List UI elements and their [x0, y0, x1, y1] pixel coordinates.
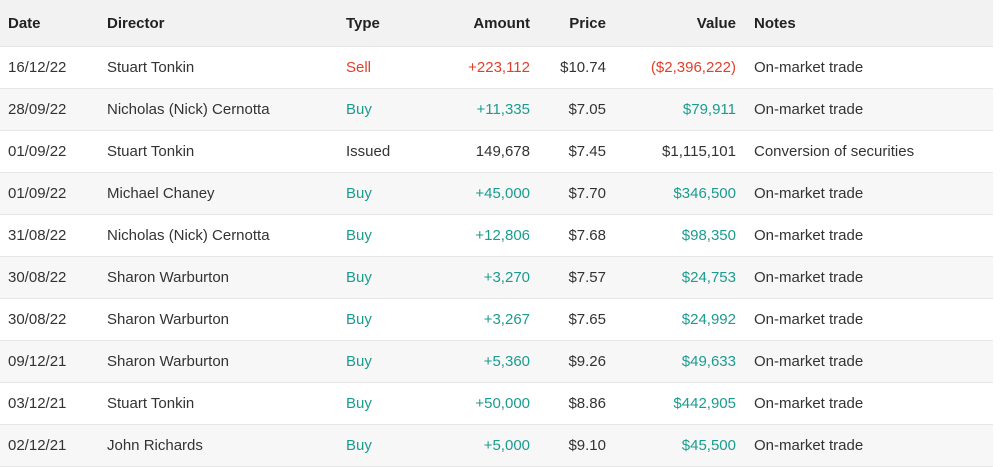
value-cell: $45,500: [681, 437, 736, 454]
table-row: 30/08/22 Sharon Warburton Buy +3,267 $7.65 $2…: [0, 299, 993, 341]
price-cell: $7.65: [568, 311, 606, 328]
amount-cell: +11,335: [476, 101, 530, 118]
director-cell: Sharon Warburton: [107, 353, 230, 370]
amount-cell: +3,267: [483, 311, 530, 328]
value-cell: ($2,396,222): [650, 59, 736, 76]
table-row: 31/08/22 Nicholas (Nick) Cernotta Buy +12,8…: [0, 215, 993, 257]
table-row: 01/09/22 Michael Chaney Buy +45,000 $7.70 $34…: [0, 173, 993, 215]
date-cell: 28/09/22: [8, 101, 67, 118]
price-cell: $7.05: [568, 101, 606, 118]
notes-cell: On-market trade: [754, 227, 864, 244]
value-cell: $346,500: [673, 185, 736, 202]
price-cell: $7.70: [568, 185, 606, 202]
type-cell: Buy: [346, 437, 372, 454]
director-cell: Michael Chaney: [107, 185, 215, 202]
table-row: 02/12/21 John Richards Buy +5,000 $9.10 $45,5…: [0, 425, 993, 467]
amount-cell: +5,360: [483, 353, 530, 370]
value-cell: $442,905: [673, 395, 736, 412]
amount-cell: +5,000: [483, 437, 530, 454]
director-cell: Nicholas (Nick) Cernotta: [107, 101, 270, 118]
table-row: 30/08/22 Sharon Warburton Buy +3,270 $7.57 $2…: [0, 257, 993, 299]
type-cell: Sell: [346, 59, 372, 76]
type-cell: Buy: [346, 395, 372, 412]
date-cell: 30/08/22: [8, 269, 67, 286]
amount-cell: +45,000: [475, 185, 530, 202]
director-cell: Nicholas (Nick) Cernotta: [107, 227, 270, 244]
notes-cell: On-market trade: [754, 59, 864, 76]
director-cell: Stuart Tonkin: [107, 59, 195, 76]
amount-cell: +223,112: [468, 59, 530, 76]
table-row: 28/09/22 Nicholas (Nick) Cernotta Buy +11,3…: [0, 89, 993, 131]
type-cell: Issued: [346, 143, 391, 160]
price-cell: $7.57: [568, 269, 606, 286]
amount-cell: +12,806: [475, 227, 530, 244]
notes-cell: On-market trade: [754, 269, 864, 286]
type-cell: Buy: [346, 353, 372, 370]
price-cell: $9.26: [568, 353, 606, 370]
date-cell: 31/08/22: [8, 227, 67, 244]
date-cell: 02/12/21: [8, 437, 67, 454]
notes-cell: On-market trade: [754, 353, 864, 370]
director-cell: Stuart Tonkin: [107, 395, 195, 412]
notes-cell: On-market trade: [754, 185, 864, 202]
amount-cell: +50,000: [475, 395, 530, 412]
director-cell: John Richards: [107, 437, 203, 454]
date-cell: 09/12/21: [8, 353, 67, 370]
value-cell: $24,992: [681, 311, 736, 328]
director-cell: Stuart Tonkin: [107, 143, 195, 160]
type-cell: Buy: [346, 269, 372, 286]
value-cell: $1,115,101: [662, 143, 736, 160]
date-cell: 01/09/22: [8, 143, 67, 160]
notes-cell: On-market trade: [754, 437, 864, 454]
date-cell: 01/09/22: [8, 185, 67, 202]
value-cell: $98,350: [681, 227, 736, 244]
notes-cell: On-market trade: [754, 311, 864, 328]
type-cell: Buy: [346, 101, 372, 118]
price-cell: $7.45: [568, 143, 606, 160]
header-value: Value: [696, 15, 736, 32]
header-price: Price: [569, 15, 606, 32]
header-director: Director: [107, 15, 165, 32]
type-cell: Buy: [346, 185, 372, 202]
amount-cell: 149,678: [475, 143, 530, 160]
date-cell: 03/12/21: [8, 395, 67, 412]
header-notes: Notes: [754, 15, 796, 32]
value-cell: $79,911: [682, 101, 736, 118]
table-row: 03/12/21 Stuart Tonkin Buy +50,000 $8.86 $442…: [0, 383, 993, 425]
price-cell: $9.10: [568, 437, 606, 454]
table-row: 09/12/21 Sharon Warburton Buy +5,360 $9.26 $4…: [0, 341, 993, 383]
notes-cell: On-market trade: [754, 395, 864, 412]
header-amount: Amount: [473, 15, 530, 32]
header-date: Date: [8, 15, 41, 32]
price-cell: $10.74: [560, 59, 606, 76]
date-cell: 30/08/22: [8, 311, 67, 328]
header-type: Type: [346, 15, 380, 32]
table-row: 01/09/22 Stuart Tonkin Issued 149,678 $7.45 $…: [0, 131, 993, 173]
value-cell: $24,753: [681, 269, 736, 286]
table-row: 16/12/22 Stuart Tonkin Sell +223,112 $10.74 (…: [0, 47, 993, 89]
notes-cell: Conversion of securities: [754, 143, 915, 160]
type-cell: Buy: [346, 311, 372, 328]
director-cell: Sharon Warburton: [107, 311, 230, 328]
amount-cell: +3,270: [483, 269, 530, 286]
notes-cell: On-market trade: [754, 101, 864, 118]
type-cell: Buy: [346, 227, 372, 244]
price-cell: $8.86: [568, 395, 606, 412]
value-cell: $49,633: [681, 353, 736, 370]
header-row: Date Director Type Amount Price Value Notes: [0, 0, 993, 47]
director-cell: Sharon Warburton: [107, 269, 230, 286]
price-cell: $7.68: [568, 227, 606, 244]
date-cell: 16/12/22: [8, 59, 67, 76]
